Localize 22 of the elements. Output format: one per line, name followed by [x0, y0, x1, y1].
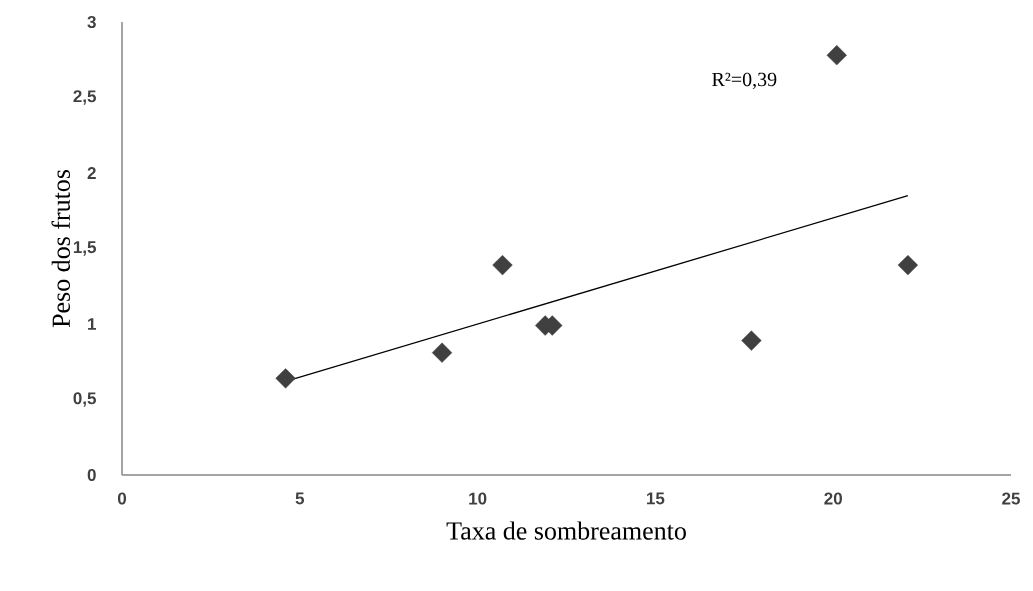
- y-tick-label: 0,5: [73, 392, 97, 407]
- point: [826, 45, 847, 66]
- point: [431, 342, 453, 363]
- x-tick-label: 0: [117, 492, 127, 505]
- y-tick-label: 2: [87, 167, 96, 179]
- y-tick-label: 0: [87, 468, 96, 482]
- y-axis-title: Peso dos frutos: [51, 170, 70, 328]
- x-axis-title: Taxa de sombreamento: [446, 521, 686, 540]
- point: [897, 255, 918, 276]
- point: [275, 368, 296, 389]
- y-tick-label: 2,5: [73, 90, 97, 105]
- y-tick-label: 1,5: [73, 241, 97, 256]
- x-tick-label: 15: [647, 492, 665, 505]
- point: [492, 255, 513, 276]
- x-tick-label: 25: [1002, 492, 1020, 505]
- point: [741, 330, 762, 351]
- x-tick-label: 20: [824, 492, 842, 505]
- x-tick-label: 5: [295, 492, 305, 505]
- y-tick-label: 3: [87, 15, 96, 29]
- annotation: R²=0,39: [712, 72, 777, 90]
- y-tick-label: 1: [88, 318, 97, 330]
- x-tick-label: 10: [469, 492, 487, 505]
